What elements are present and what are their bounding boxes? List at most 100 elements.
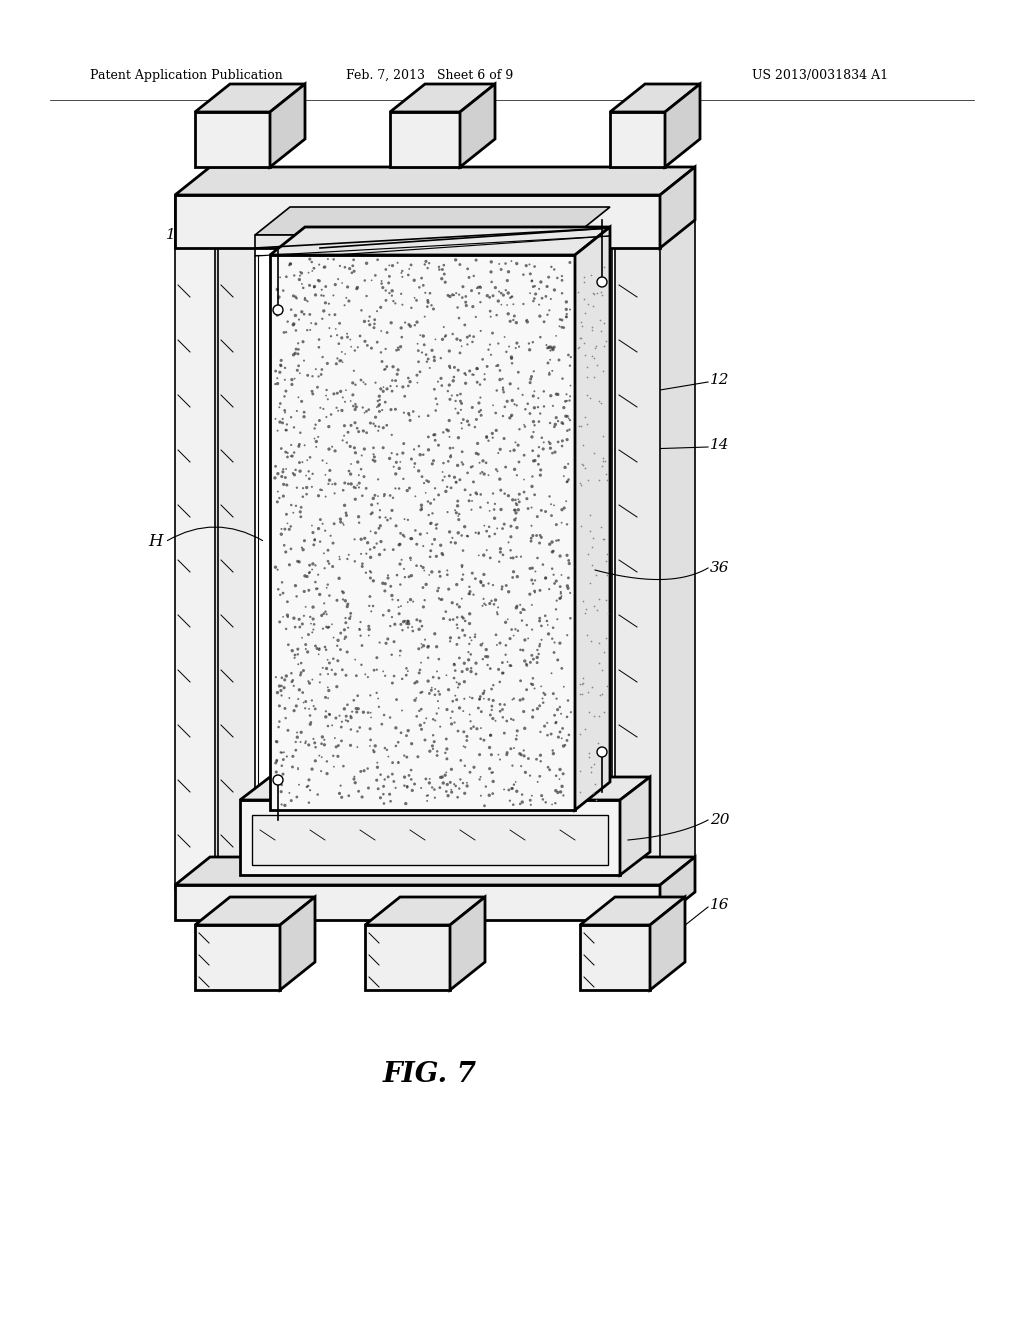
Point [288, 319, 304, 341]
Point [394, 668, 411, 689]
Point [317, 520, 334, 541]
Point [301, 554, 317, 576]
Point [367, 450, 383, 471]
Point [453, 330, 469, 351]
Point [519, 488, 536, 510]
Point [273, 781, 290, 803]
Point [269, 420, 286, 441]
Point [510, 434, 526, 455]
Point [499, 710, 515, 731]
Point [549, 609, 565, 630]
Point [554, 412, 570, 433]
Point [314, 513, 331, 535]
Point [516, 482, 532, 503]
Point [287, 616, 303, 638]
Point [424, 339, 440, 360]
Point [419, 791, 435, 812]
Point [276, 370, 293, 391]
Point [302, 248, 318, 269]
Point [327, 474, 343, 495]
Point [415, 444, 431, 465]
Point [300, 775, 316, 796]
Point [392, 337, 409, 358]
Point [414, 498, 430, 519]
Point [410, 333, 426, 354]
Point [546, 416, 562, 437]
Point [430, 484, 446, 506]
Point [284, 374, 300, 395]
Point [313, 479, 330, 500]
Point [293, 663, 309, 684]
Point [561, 725, 578, 746]
Point [333, 511, 349, 532]
Point [473, 572, 489, 593]
Point [453, 399, 469, 420]
Point [390, 597, 407, 618]
Point [390, 751, 407, 772]
Point [440, 678, 457, 700]
Point [403, 733, 420, 754]
Point [349, 721, 366, 742]
Point [346, 768, 362, 789]
Point [413, 499, 429, 520]
Point [543, 288, 559, 309]
Point [350, 421, 367, 442]
Point [474, 462, 490, 483]
Point [347, 649, 364, 671]
Point [504, 286, 520, 308]
Point [470, 697, 486, 718]
Point [476, 795, 493, 816]
Point [411, 351, 427, 372]
Point [291, 552, 307, 573]
Point [596, 528, 612, 549]
Point [420, 636, 436, 657]
Point [456, 652, 472, 673]
Point [452, 253, 468, 275]
Point [287, 343, 303, 364]
Point [298, 731, 314, 752]
Point [343, 337, 359, 358]
Point [355, 702, 372, 723]
Point [454, 418, 470, 440]
Point [350, 506, 367, 527]
Point [294, 627, 310, 648]
Point [580, 681, 596, 702]
Point [471, 545, 487, 566]
Point [290, 550, 306, 572]
Point [305, 729, 322, 750]
Point [585, 783, 601, 804]
Point [526, 678, 543, 700]
Point [560, 550, 577, 572]
Point [339, 548, 355, 569]
Point [319, 618, 336, 639]
Point [307, 737, 324, 758]
Point [395, 403, 412, 424]
Point [328, 318, 344, 339]
Point [499, 391, 515, 412]
Point [572, 312, 589, 333]
Point [596, 642, 612, 663]
Point [358, 478, 375, 499]
Point [559, 513, 575, 535]
Point [428, 515, 444, 536]
Point [417, 630, 433, 651]
Point [400, 611, 417, 632]
Point [294, 301, 310, 322]
Point [366, 488, 382, 510]
Point [514, 784, 530, 805]
Point [387, 370, 403, 391]
Point [325, 746, 341, 767]
Point [412, 524, 428, 545]
Point [522, 372, 539, 393]
Point [301, 562, 317, 583]
Point [273, 466, 290, 487]
Point [333, 381, 349, 403]
Point [325, 556, 341, 577]
Point [441, 426, 458, 447]
Point [446, 655, 463, 676]
Point [289, 586, 305, 607]
Point [339, 323, 355, 345]
Point [454, 286, 470, 308]
Point [532, 272, 549, 293]
Point [400, 375, 417, 396]
